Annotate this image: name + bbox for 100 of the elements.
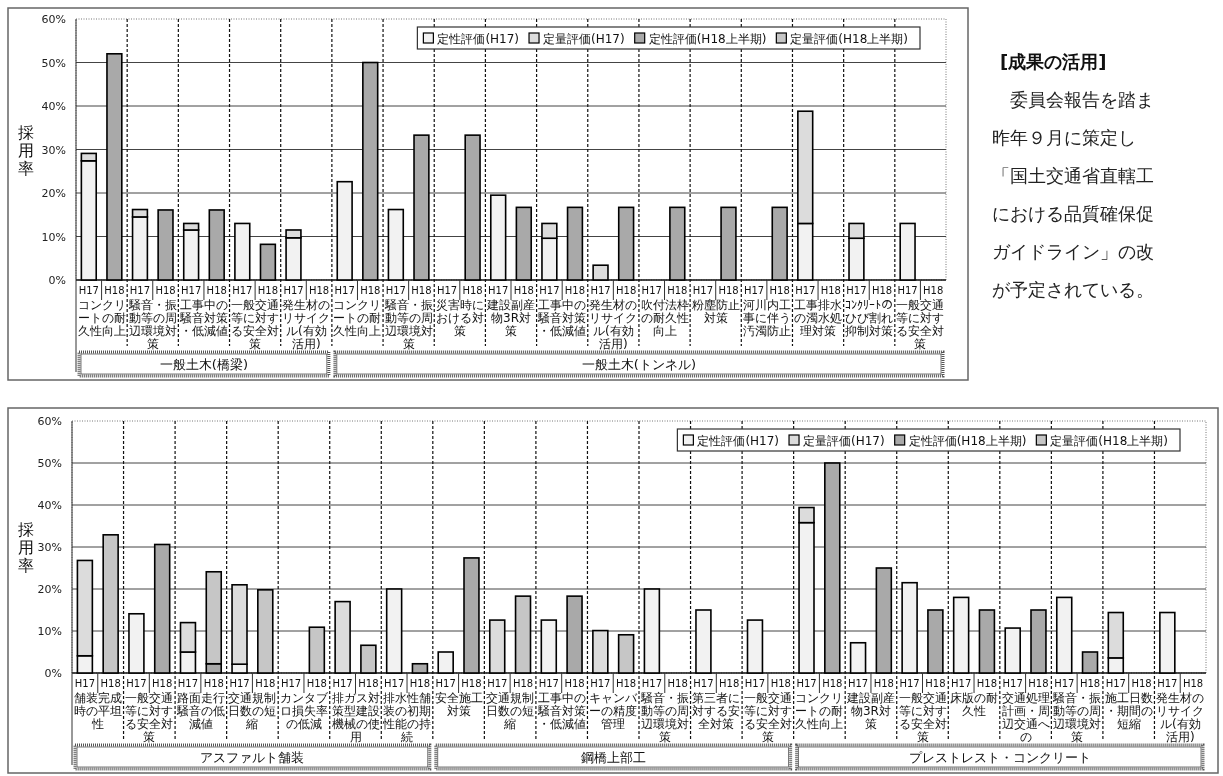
x-tick-label: H17 <box>590 285 611 296</box>
y-tick-label: 30% <box>37 541 62 554</box>
x-tick-label: H18 <box>255 678 276 689</box>
text: 一般土木(トンネル) <box>581 357 697 372</box>
text: ｺﾝｸﾘｰﾄのひび割れ抑制対策 <box>845 298 894 338</box>
x-tick-label: H18 <box>411 285 432 296</box>
y-tick-label: 40% <box>41 100 66 113</box>
x-tick-label: H18 <box>152 678 173 689</box>
bar <box>978 609 996 674</box>
text: 発生材のリサイクル(有効活用) <box>1156 691 1205 744</box>
x-tick-label: H18 <box>203 678 224 689</box>
legend-label: 定性評価(H18上半期) <box>648 32 767 46</box>
bar <box>128 612 145 674</box>
text: 鋼橋上部工 <box>580 750 646 765</box>
bar <box>592 629 609 674</box>
x-tick-label: H17 <box>229 678 250 689</box>
x-tick-label: H18 <box>358 678 379 689</box>
bar <box>157 209 174 281</box>
x-tick-label: H18 <box>923 285 944 296</box>
x-tick-label: H17 <box>641 285 662 296</box>
y-tick-label: 20% <box>37 583 62 596</box>
bar <box>669 206 686 281</box>
x-tick-label: H18 <box>564 678 585 689</box>
y-tick-label: 10% <box>41 230 66 244</box>
x-tick-label: H18 <box>564 285 586 296</box>
x-tick-label: H18 <box>769 285 790 296</box>
x-tick-label: H18 <box>1131 678 1152 689</box>
x-tick-label: H18 <box>770 678 791 689</box>
legend-label: 定性評価(H17) <box>437 32 520 46</box>
x-tick-label: H17 <box>951 678 972 689</box>
x-tick-label: H18 <box>1028 678 1049 689</box>
x-tick-label: H17 <box>177 678 199 689</box>
x-tick-label: H17 <box>897 285 918 296</box>
x-tick-label: H17 <box>332 678 353 689</box>
bar <box>153 543 171 674</box>
bar <box>437 651 454 674</box>
x-tick-label: H18 <box>257 285 279 296</box>
text: 一般交通等に対する安全対策 <box>898 691 947 744</box>
text: 粉塵防止対策 <box>691 298 740 325</box>
bar <box>463 557 480 674</box>
y-tick-label: 50% <box>37 457 62 470</box>
x-tick-label: H18 <box>873 678 894 689</box>
x-tick-label: H17 <box>796 678 817 689</box>
x-tick-label: H18 <box>871 285 893 296</box>
x-tick-label: H18 <box>822 678 843 689</box>
bar <box>901 581 918 674</box>
text: コンクリートの耐久性向上 <box>77 298 126 338</box>
y-tick-label: 50% <box>41 56 66 70</box>
x-tick-label: H18 <box>667 678 688 689</box>
text: 施工日数・期間の短縮 <box>1104 691 1153 731</box>
bar <box>360 644 377 674</box>
x-tick-label: H18 <box>306 678 327 689</box>
x-tick-label: H18 <box>615 678 637 689</box>
x-tick-label: H17 <box>334 285 355 296</box>
legend-label: 定量評価(H18上半期) <box>790 32 908 46</box>
x-tick-label: H18 <box>925 678 946 689</box>
y-axis-title: 採用率 <box>18 520 34 575</box>
text: 河川内工事に伴う汚濁防止 <box>742 298 791 338</box>
x-tick-label: H18 <box>616 285 637 296</box>
x-tick-label: H18 <box>100 678 121 689</box>
x-tick-label: H17 <box>74 678 96 689</box>
text: ガイドライン」の改 <box>992 241 1154 262</box>
bar <box>234 222 251 281</box>
text: 騒音・振動等の周辺環境対策 <box>383 298 433 351</box>
x-tick-label: H17 <box>78 285 99 296</box>
bar <box>515 206 533 281</box>
legend-label: 定量評価(H17) <box>543 32 625 46</box>
x-tick-label: H17 <box>488 285 509 296</box>
x-tick-label: H17 <box>436 285 458 296</box>
bar <box>106 53 123 281</box>
bar <box>771 206 788 281</box>
bar <box>746 619 764 674</box>
text: が予定されている。 <box>992 279 1154 300</box>
y-tick-label: 60% <box>37 415 62 428</box>
bar <box>362 61 379 281</box>
x-tick-label: H17 <box>692 285 714 296</box>
text: 発生材のリサイクル(有効活用) <box>282 298 331 351</box>
bar <box>720 206 737 281</box>
bar <box>952 596 970 674</box>
x-tick-label: H17 <box>181 285 202 296</box>
text: 交通処理計画・周辺交通への <box>1001 691 1050 744</box>
bar <box>257 589 274 674</box>
bar <box>592 264 609 281</box>
x-tick-label: H17 <box>126 678 147 689</box>
x-tick-label: H18 <box>1079 678 1101 689</box>
bar <box>643 588 661 674</box>
text: 工事中の騒音対策・低減値 <box>537 298 587 338</box>
x-tick-label: H17 <box>847 678 869 689</box>
bar <box>489 194 507 281</box>
bar <box>1055 596 1073 674</box>
x-tick-label: H17 <box>435 678 456 689</box>
x-tick-label: H17 <box>590 678 611 689</box>
x-tick-label: H17 <box>384 678 405 689</box>
text: における品質確保促 <box>992 203 1154 224</box>
bar <box>617 633 635 674</box>
x-tick-label: H18 <box>155 285 176 296</box>
bar <box>208 209 225 281</box>
text: プレストレスト・コンクリート <box>908 750 1091 765</box>
x-tick-label: H17 <box>1002 678 1023 689</box>
x-tick-label: H18 <box>976 678 998 689</box>
